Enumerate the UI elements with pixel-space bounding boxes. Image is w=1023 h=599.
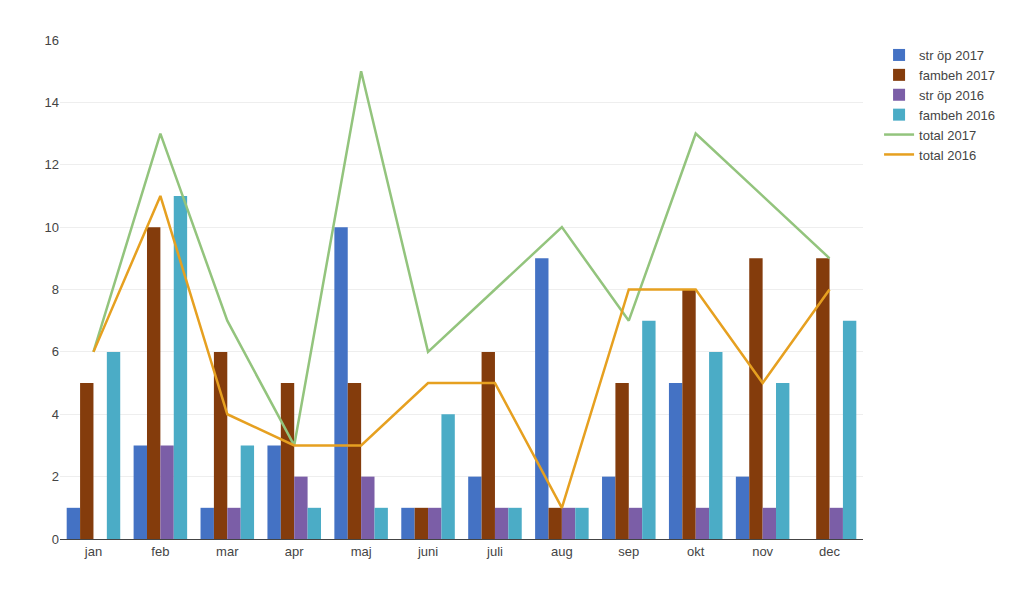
- svg-text:dec: dec: [819, 544, 840, 559]
- svg-text:4: 4: [52, 407, 59, 422]
- svg-text:apr: apr: [285, 544, 304, 559]
- svg-text:fambeh 2016: fambeh 2016: [919, 108, 995, 123]
- svg-text:juni: juni: [417, 544, 438, 559]
- svg-text:nov: nov: [752, 544, 773, 559]
- svg-text:8: 8: [52, 282, 59, 297]
- svg-text:16: 16: [45, 33, 59, 48]
- svg-text:6: 6: [52, 344, 59, 359]
- svg-text:total 2017: total 2017: [919, 128, 976, 143]
- svg-text:12: 12: [45, 157, 59, 172]
- svg-text:2: 2: [52, 469, 59, 484]
- svg-text:juli: juli: [486, 544, 503, 559]
- svg-text:fambeh 2017: fambeh 2017: [919, 68, 995, 83]
- svg-text:mar: mar: [216, 544, 239, 559]
- svg-text:maj: maj: [351, 544, 372, 559]
- svg-text:aug: aug: [551, 544, 573, 559]
- svg-text:total 2016: total 2016: [919, 148, 976, 163]
- svg-text:str öp 2017: str öp 2017: [919, 48, 984, 63]
- svg-text:10: 10: [45, 220, 59, 235]
- svg-text:sep: sep: [618, 544, 639, 559]
- svg-text:okt: okt: [687, 544, 705, 559]
- svg-text:str öp 2016: str öp 2016: [919, 88, 984, 103]
- svg-text:jan: jan: [84, 544, 102, 559]
- svg-text:0: 0: [52, 532, 59, 547]
- svg-text:feb: feb: [151, 544, 169, 559]
- svg-text:14: 14: [45, 95, 59, 110]
